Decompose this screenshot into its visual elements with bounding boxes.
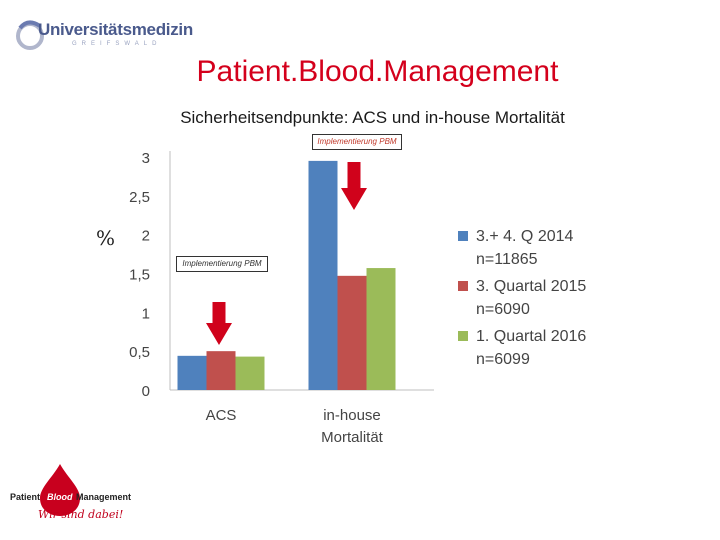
legend-swatch-series-3 <box>458 331 468 341</box>
y-tick-label: 2 <box>142 228 150 245</box>
y-axis-label: % <box>96 226 116 250</box>
university-logo: Universitätsmedizin GREIFSWALD <box>14 14 193 54</box>
y-tick-label: 0 <box>142 383 150 400</box>
arrow-down-icon <box>341 162 367 210</box>
pbm-logo-patient: Patient <box>10 492 41 502</box>
legend-item-series-2: 3. Quartal 2015 n=6090 <box>458 275 586 321</box>
bar-series-1-mortality <box>308 160 338 390</box>
legend-swatch-series-2 <box>458 281 468 291</box>
legend-label-series-1: 3.+ 4. Q 2014 n=11865 <box>476 228 574 268</box>
bar-series-3-mortality <box>366 268 396 390</box>
callout-implementation-top: Implementierung PBM <box>312 134 402 150</box>
y-tick-label: 1,5 <box>129 267 150 284</box>
legend-label-series-2: 3. Quartal 2015 n=6090 <box>476 278 587 318</box>
callout-implementation-left: Implementierung PBM <box>176 256 268 272</box>
legend-item-series-1: 3.+ 4. Q 2014 n=11865 <box>458 225 586 271</box>
logo-swirl-icon <box>16 20 44 50</box>
bar-series-2-acs <box>206 351 236 390</box>
y-tick-label: 0,5 <box>129 344 150 361</box>
bar-series-3-acs <box>235 356 265 390</box>
y-tick-label: 3 <box>142 150 150 167</box>
slide-title: Patient.Blood.Management <box>196 55 559 88</box>
x-category-label: in-house Mortalität <box>321 407 384 446</box>
legend-label-series-3: 1. Quartal 2016 n=6099 <box>476 328 587 368</box>
bar-series-2-mortality <box>337 275 367 390</box>
university-logo-text: Universitätsmedizin <box>38 20 193 39</box>
pbm-logo: Patient Blood Management Wir sind dabei! <box>10 462 131 528</box>
pbm-logo-blood: Blood <box>47 492 73 502</box>
pbm-logo-slogan: Wir sind dabei! <box>38 508 124 521</box>
blood-drop-icon <box>40 464 80 516</box>
y-tick-label: 1 <box>142 305 150 322</box>
pbm-logo-management: Management <box>76 492 132 502</box>
y-tick-label: 2,5 <box>129 189 150 206</box>
university-logo-subtext: GREIFSWALD <box>72 41 162 47</box>
legend-swatch-series-1 <box>458 231 468 241</box>
chart-legend: 3.+ 4. Q 2014 n=11865 3. Quartal 2015 n=… <box>458 225 586 375</box>
x-category-label: ACS <box>206 407 237 424</box>
legend-item-series-3: 1. Quartal 2016 n=6099 <box>458 325 586 371</box>
chart-subtitle: Sicherheitsendpunkte: ACS und in-house M… <box>180 108 565 127</box>
arrow-down-icon <box>206 302 232 345</box>
bar-series-1-acs <box>177 355 207 390</box>
